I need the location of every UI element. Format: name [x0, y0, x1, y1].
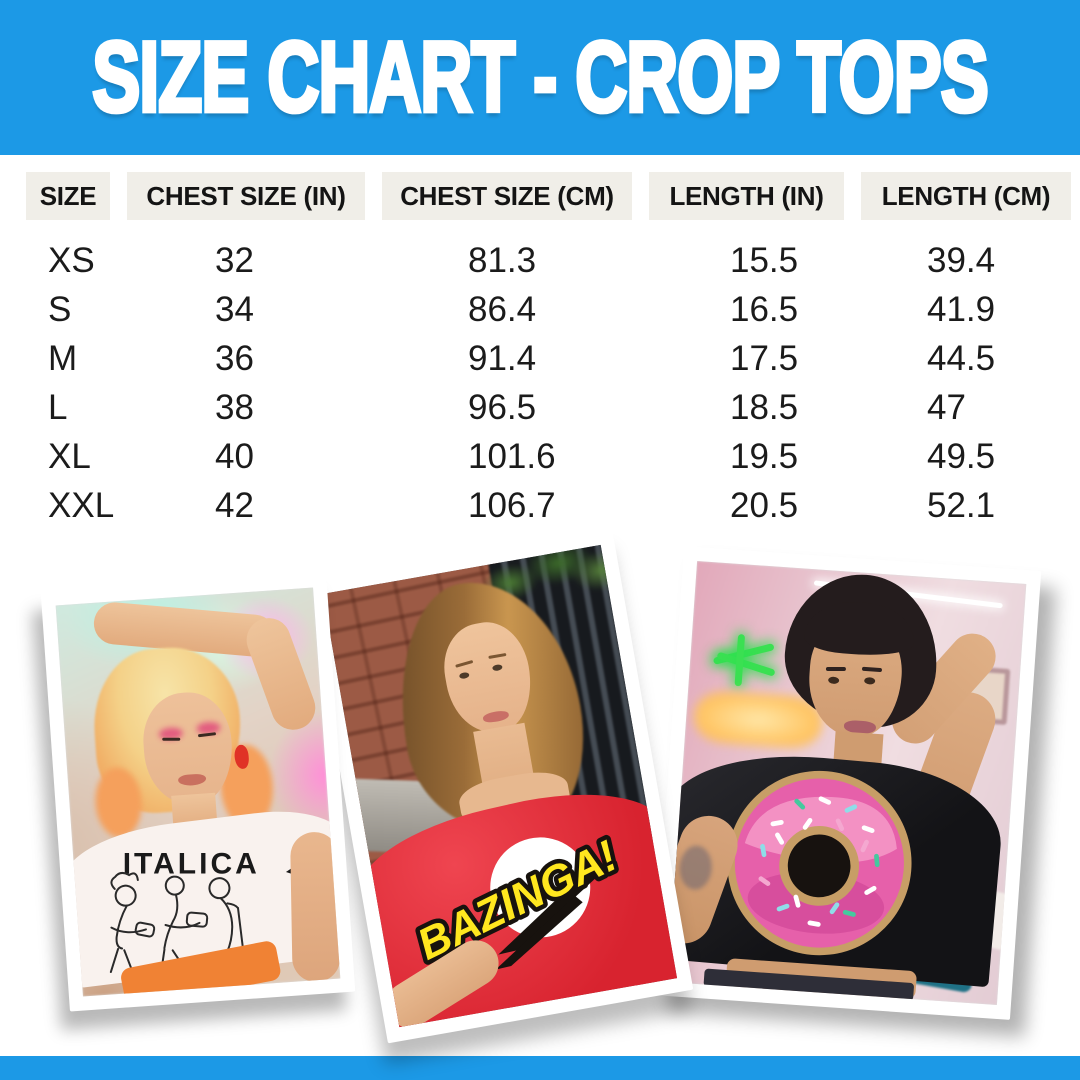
column-header-size: SIZE — [26, 172, 110, 220]
cell-size: L — [48, 387, 68, 427]
red-crop-top: BAZINGA! — [347, 771, 678, 1028]
shirt-text: ITALICA — [123, 848, 260, 881]
banner: SIZE CHART - CROP TOPS — [0, 0, 1080, 155]
photo-card-italica: ITALICA — [40, 572, 356, 1012]
size-table-header: SIZE CHEST SIZE (IN) CHEST SIZE (CM) LEN… — [26, 172, 1071, 220]
bottom-blue-bar — [0, 1056, 1080, 1080]
photo-card-bazinga: BAZINGA! — [306, 528, 694, 1044]
cell-length-in: 15.5 — [730, 240, 799, 280]
cell-length-cm: 49.5 — [927, 436, 996, 476]
cell-size: XS — [48, 240, 95, 280]
cell-length-cm: 52.1 — [927, 485, 996, 525]
cell-length-in: 17.5 — [730, 338, 799, 378]
cell-chest-cm: 91.4 — [468, 338, 537, 378]
lightning-bolt — [495, 895, 583, 970]
column-header-chest-cm: CHEST SIZE (CM) — [382, 172, 632, 220]
cell-length-cm: 44.5 — [927, 338, 996, 378]
white-crop-top: ITALICA — [58, 802, 341, 989]
cell-length-cm: 39.4 — [927, 240, 996, 280]
cell-chest-cm: 86.4 — [468, 289, 537, 329]
cell-length-in: 20.5 — [730, 485, 799, 525]
cell-chest-cm: 101.6 — [468, 436, 556, 476]
cell-chest-in: 34 — [215, 289, 254, 329]
cell-size: S — [48, 289, 72, 329]
cell-length-in: 19.5 — [730, 436, 799, 476]
size-table-body: XS 32 81.3 15.5 39.4 S 34 86.4 16.5 41.9… — [26, 236, 1071, 530]
cell-chest-cm: 96.5 — [468, 387, 537, 427]
cell-chest-in: 36 — [215, 338, 254, 378]
black-crop-top — [667, 744, 1007, 988]
photo-card-donut — [652, 546, 1042, 1020]
bazinga-shirt-graphic: BAZINGA! — [406, 827, 630, 974]
cell-chest-cm: 81.3 — [468, 240, 537, 280]
cell-length-cm: 41.9 — [927, 289, 996, 329]
cell-length-in: 18.5 — [730, 387, 799, 427]
pink-donut-graphic — [727, 770, 912, 956]
cell-length-cm: 47 — [927, 387, 966, 427]
page-title: SIZE CHART - CROP TOPS — [91, 20, 991, 135]
eyebrow — [825, 666, 846, 671]
donut-hole — [787, 834, 851, 898]
cell-chest-in: 40 — [215, 436, 254, 476]
column-header-length-cm: LENGTH (CM) — [861, 172, 1071, 220]
photo-black-crop-top — [667, 561, 1027, 1005]
cell-chest-cm: 106.7 — [468, 485, 556, 525]
cell-chest-in: 42 — [215, 485, 254, 525]
eye — [162, 737, 181, 741]
lightning-bolt — [498, 865, 601, 955]
column-header-chest-in: CHEST SIZE (IN) — [127, 172, 365, 220]
column-header-length-in: LENGTH (IN) — [649, 172, 844, 220]
cell-chest-in: 38 — [215, 387, 254, 427]
photo-white-crop-top: ITALICA — [55, 587, 341, 997]
sprinkles — [758, 796, 880, 927]
cell-length-in: 16.5 — [730, 289, 799, 329]
cell-chest-in: 32 — [215, 240, 254, 280]
photo-red-crop-top: BAZINGA! — [322, 544, 678, 1028]
cell-size: XXL — [48, 485, 115, 525]
model-hanging-arm — [290, 831, 341, 983]
cell-size: M — [48, 338, 78, 378]
cell-size: XL — [48, 436, 91, 476]
